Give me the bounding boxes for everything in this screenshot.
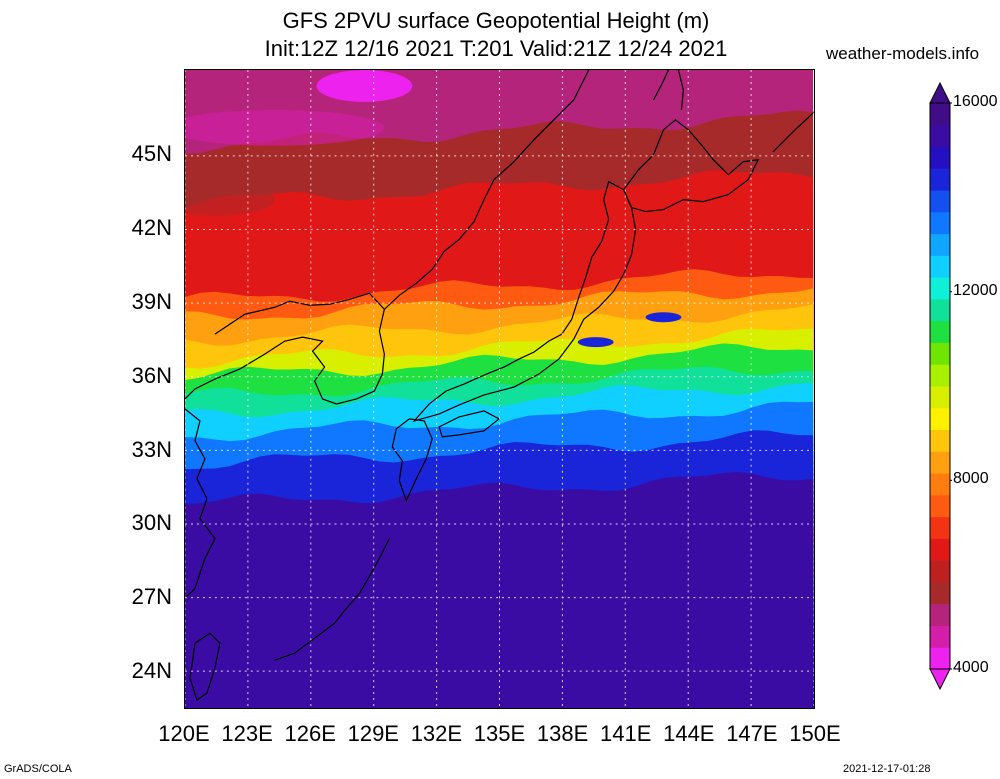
- software-credit: GrADS/COLA: [4, 763, 72, 775]
- low-height-patch: [185, 183, 275, 216]
- longitude-label: 147E: [726, 721, 778, 746]
- colorbar-bottom-arrow: [929, 668, 951, 690]
- colorbar: [929, 82, 952, 690]
- low-height-patch: [316, 70, 413, 102]
- geopotential-map: [184, 69, 815, 709]
- high-height-blob: [577, 337, 614, 348]
- colorbar-segment: [930, 625, 950, 648]
- coastline-manchuria: [383, 70, 590, 310]
- high-height-blob: [645, 312, 682, 323]
- coastline-taiwan: [189, 632, 221, 701]
- longitude-label: 150E: [789, 721, 841, 746]
- graticule: [185, 70, 814, 708]
- colorbar-segment: [930, 407, 950, 431]
- height-field: [185, 70, 814, 708]
- coastline-korea: [185, 292, 386, 405]
- colorbar-segment: [930, 190, 950, 213]
- latitude-label: 27N: [131, 584, 172, 610]
- longitude-label: 138E: [536, 721, 589, 746]
- coastline-kurils: [772, 111, 814, 153]
- latitude-label: 45N: [131, 141, 172, 167]
- colorbar-segments: [929, 102, 951, 670]
- latitude-label: 42N: [131, 215, 172, 240]
- colorbar-segment: [930, 124, 950, 148]
- longitude-label: 141E: [599, 721, 652, 746]
- colorbar-segment: [930, 516, 950, 539]
- colorbar-segment: [930, 538, 950, 561]
- coastline-kyushu: [391, 418, 433, 503]
- latitude-label: 33N: [131, 436, 172, 462]
- source-label: weather-models.info: [826, 44, 980, 63]
- colorbar-segment: [930, 255, 950, 278]
- longitude-label: 129E: [347, 721, 399, 746]
- longitude-label: 132E: [410, 721, 463, 746]
- longitude-label: 135E: [473, 721, 526, 746]
- colorbar-segment: [930, 494, 950, 518]
- render-timestamp: 2021-12-17-01:28: [843, 763, 931, 775]
- coastline-hokkaido: [622, 119, 760, 213]
- coastline-sakhalin: [652, 70, 685, 110]
- colorbar-segment: [930, 146, 950, 169]
- latitude-label: 30N: [131, 510, 172, 536]
- map-title-line2: Init:12Z 12/16 2021 T:201 Valid:21Z 12/2…: [264, 36, 728, 61]
- colorbar-segment: [930, 647, 950, 670]
- colorbar-segment: [930, 233, 950, 256]
- colorbar-segment: [930, 298, 950, 322]
- colorbar-segment: [930, 277, 950, 300]
- colorbar-label: 8000: [953, 470, 989, 488]
- colorbar-label: 12000: [953, 281, 998, 299]
- colorbar-segment: [930, 429, 950, 452]
- colorbar-label: 4000: [953, 659, 989, 676]
- low-height-patch: [185, 109, 385, 146]
- field-features: [185, 70, 682, 348]
- colorbar-segment: [930, 364, 950, 387]
- coastline-china: [185, 408, 216, 599]
- longitude-label: 123E: [221, 721, 273, 746]
- colorbar-label: 16000: [953, 93, 998, 110]
- colorbar-segment: [930, 211, 950, 235]
- coastline-ryukyu: [274, 538, 390, 661]
- colorbar-segment: [930, 473, 950, 496]
- latitude-label: 36N: [131, 362, 172, 388]
- coastline-honshu: [412, 180, 637, 423]
- colorbar-segment: [930, 386, 950, 409]
- colorbar-segment: [930, 320, 950, 343]
- colorbar-segment: [930, 103, 950, 126]
- longitude-label: 144E: [663, 721, 715, 746]
- colorbar-ticks: [950, 102, 952, 670]
- coastline-shikoku: [438, 410, 501, 438]
- colorbar-segment: [930, 342, 950, 365]
- longitude-label: 126E: [284, 721, 336, 746]
- colorbar-segment: [930, 560, 950, 583]
- height-band: [185, 471, 814, 708]
- colorbar-segment: [930, 168, 950, 191]
- coastlines: [185, 70, 814, 701]
- colorbar-top-arrow: [929, 82, 951, 104]
- colorbar-segment: [930, 603, 950, 626]
- latitude-label: 24N: [131, 658, 172, 684]
- colorbar-segment: [930, 451, 950, 474]
- latitude-label: 39N: [131, 288, 172, 314]
- longitude-label: 120E: [158, 721, 210, 746]
- map-title-line1: GFS 2PVU surface Geopotential Height (m): [282, 8, 710, 33]
- colorbar-segment: [930, 581, 950, 605]
